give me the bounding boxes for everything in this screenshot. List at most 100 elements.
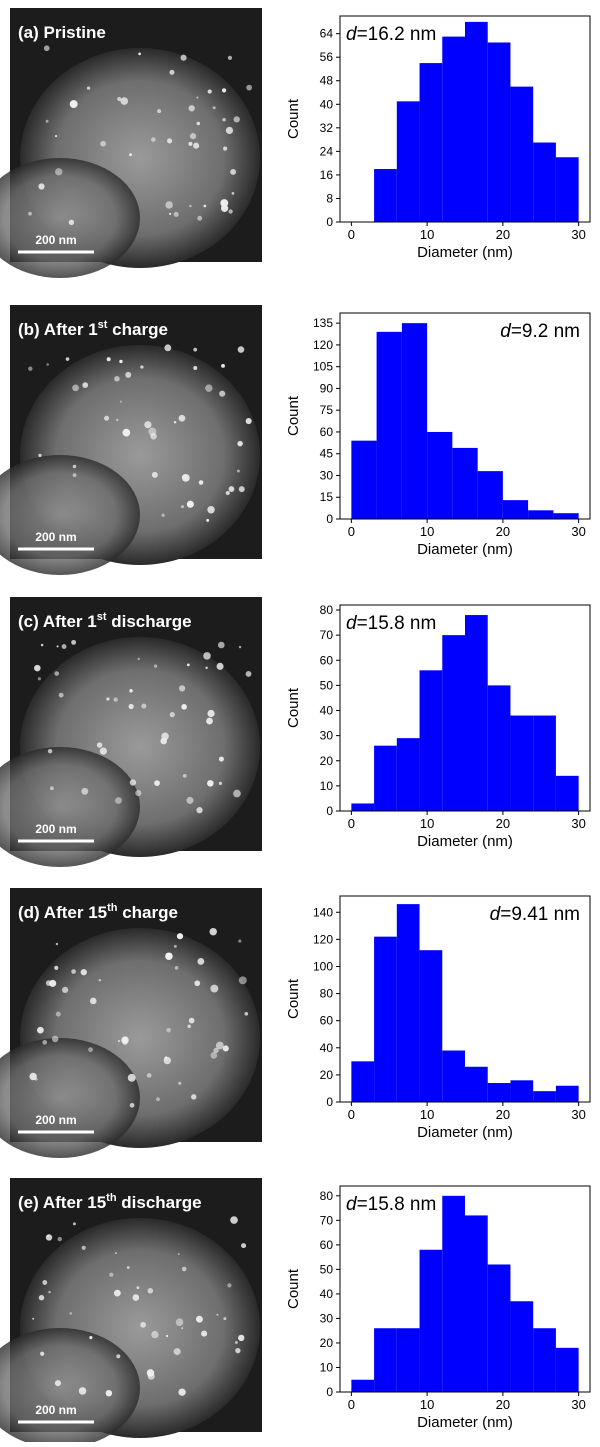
bar bbox=[351, 1061, 375, 1102]
y-tick-label: 90 bbox=[320, 381, 334, 395]
micrograph: (b) After 1st charge 200 nm bbox=[0, 305, 262, 575]
particle bbox=[114, 375, 120, 382]
particle bbox=[81, 1245, 86, 1250]
particle bbox=[198, 480, 204, 485]
particle bbox=[81, 787, 89, 795]
particle bbox=[128, 703, 134, 710]
particle bbox=[221, 363, 225, 368]
bar bbox=[487, 685, 511, 811]
y-tick-label: 40 bbox=[320, 704, 334, 718]
particle bbox=[216, 662, 224, 670]
particle bbox=[72, 464, 77, 469]
particle bbox=[71, 639, 77, 645]
particle bbox=[38, 183, 45, 190]
label-superscript: st bbox=[97, 611, 107, 623]
label-text: charge bbox=[107, 320, 167, 339]
x-tick-label: 10 bbox=[420, 524, 434, 539]
bar bbox=[351, 1379, 375, 1392]
particle bbox=[109, 1272, 114, 1277]
particle bbox=[180, 54, 187, 61]
particle bbox=[233, 116, 240, 123]
y-tick-label: 70 bbox=[320, 1213, 334, 1227]
particle bbox=[189, 204, 192, 208]
particle bbox=[196, 807, 203, 814]
particle bbox=[215, 1041, 224, 1050]
particle bbox=[43, 45, 50, 52]
y-tick-label: 32 bbox=[320, 121, 334, 135]
particle bbox=[55, 942, 59, 946]
bar bbox=[396, 904, 420, 1102]
particle bbox=[137, 657, 140, 661]
panel-label: (d) After 15th charge bbox=[18, 902, 178, 922]
bar bbox=[374, 936, 397, 1102]
sample bbox=[0, 1328, 140, 1447]
bar bbox=[533, 142, 556, 222]
particle bbox=[241, 1243, 247, 1249]
particle bbox=[177, 1253, 180, 1256]
y-axis-label: Count bbox=[285, 978, 302, 1019]
particle bbox=[86, 86, 91, 90]
y-tick-label: 60 bbox=[320, 425, 334, 439]
particle bbox=[42, 1280, 48, 1285]
y-tick-label: 45 bbox=[320, 447, 334, 461]
particle bbox=[238, 939, 242, 943]
bar bbox=[442, 1050, 465, 1102]
y-tick-label: 120 bbox=[313, 338, 333, 352]
annotation-symbol: d bbox=[346, 613, 358, 634]
particle bbox=[121, 1036, 129, 1044]
particle bbox=[157, 109, 162, 114]
particle bbox=[175, 1318, 184, 1327]
bar bbox=[419, 63, 443, 223]
panel-label: (b) After 1st charge bbox=[18, 319, 168, 339]
bar bbox=[533, 715, 556, 811]
bar bbox=[351, 440, 377, 519]
histogram-chart: 0 20 40 60 80 100 120 140 0 10 20 30 Diameter (nm) Co… bbox=[285, 895, 591, 1141]
scale-bar-label: 200 nm bbox=[35, 1113, 76, 1127]
particle bbox=[173, 944, 177, 948]
particle bbox=[78, 1387, 87, 1395]
particle bbox=[197, 215, 203, 221]
y-axis-label: Count bbox=[285, 687, 302, 728]
axes-frame bbox=[339, 312, 591, 520]
bar bbox=[442, 635, 465, 811]
particle bbox=[210, 1052, 218, 1059]
x-tick-label: 20 bbox=[496, 1107, 510, 1122]
y-tick-label: 30 bbox=[320, 1311, 334, 1325]
label-superscript: th bbox=[106, 1192, 117, 1204]
particle bbox=[89, 1336, 93, 1340]
particle bbox=[219, 390, 226, 397]
y-tick-label: 56 bbox=[320, 50, 334, 64]
particle bbox=[46, 363, 49, 366]
label-text: (e) After 15 bbox=[18, 1193, 106, 1212]
particle bbox=[147, 1287, 154, 1294]
bar bbox=[487, 1264, 511, 1392]
particle bbox=[98, 978, 102, 982]
particle bbox=[42, 1040, 48, 1045]
label-text: discharge bbox=[117, 1193, 202, 1212]
scale-bar-label: 200 nm bbox=[35, 530, 76, 544]
y-tick-label: 135 bbox=[313, 316, 333, 330]
x-axis-label: Diameter (nm) bbox=[417, 1124, 513, 1141]
bar bbox=[396, 101, 420, 222]
particle bbox=[141, 703, 147, 709]
particle bbox=[181, 474, 188, 480]
x-tick-label: 30 bbox=[571, 524, 585, 539]
scale-bar-label: 200 nm bbox=[35, 233, 76, 247]
particle bbox=[165, 1334, 169, 1338]
y-tick-label: 80 bbox=[320, 987, 334, 1001]
particle bbox=[140, 1321, 147, 1328]
particle bbox=[45, 119, 49, 123]
particle bbox=[138, 52, 141, 56]
particle bbox=[220, 199, 229, 208]
particle bbox=[182, 774, 187, 778]
particle bbox=[222, 117, 226, 122]
particle bbox=[122, 428, 131, 437]
particle bbox=[216, 1313, 219, 1316]
x-tick-label: 0 bbox=[348, 1107, 355, 1122]
histogram-chart: 0 15 30 45 60 75 90 105 120 135 0 10 20 30 Diameter (n… bbox=[285, 312, 591, 558]
histogram-chart: 0 10 20 30 40 50 60 70 80 0 10 20 30 Diameter (nm) Cou… bbox=[285, 603, 591, 850]
particle bbox=[28, 211, 32, 216]
particle bbox=[37, 677, 41, 681]
particle bbox=[218, 756, 224, 762]
panel-label: (a) Pristine bbox=[18, 23, 106, 42]
